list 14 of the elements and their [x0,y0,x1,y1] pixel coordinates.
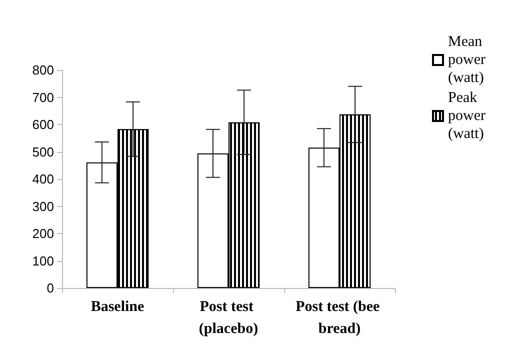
y-tick-label: 0 [46,280,54,296]
x-tick-label: Baseline [90,299,145,315]
y-tick-label: 600 [32,117,54,132]
y-tick-label: 800 [32,62,54,78]
y-tick-label: 700 [32,90,54,105]
y-tick-label: 200 [32,226,54,241]
y-tick-label: 100 [32,253,54,268]
y-tick-label: 400 [32,172,54,186]
legend-label: Mean power (watt) [448,34,490,86]
legend-label: Peak power (watt) [448,90,490,142]
x-tick-label: Post test (placebo) [198,299,258,337]
y-tick-label: 300 [32,198,54,214]
x-tick-label: Post test (bee bread) [296,299,384,337]
y-tick-label: 500 [32,144,54,160]
